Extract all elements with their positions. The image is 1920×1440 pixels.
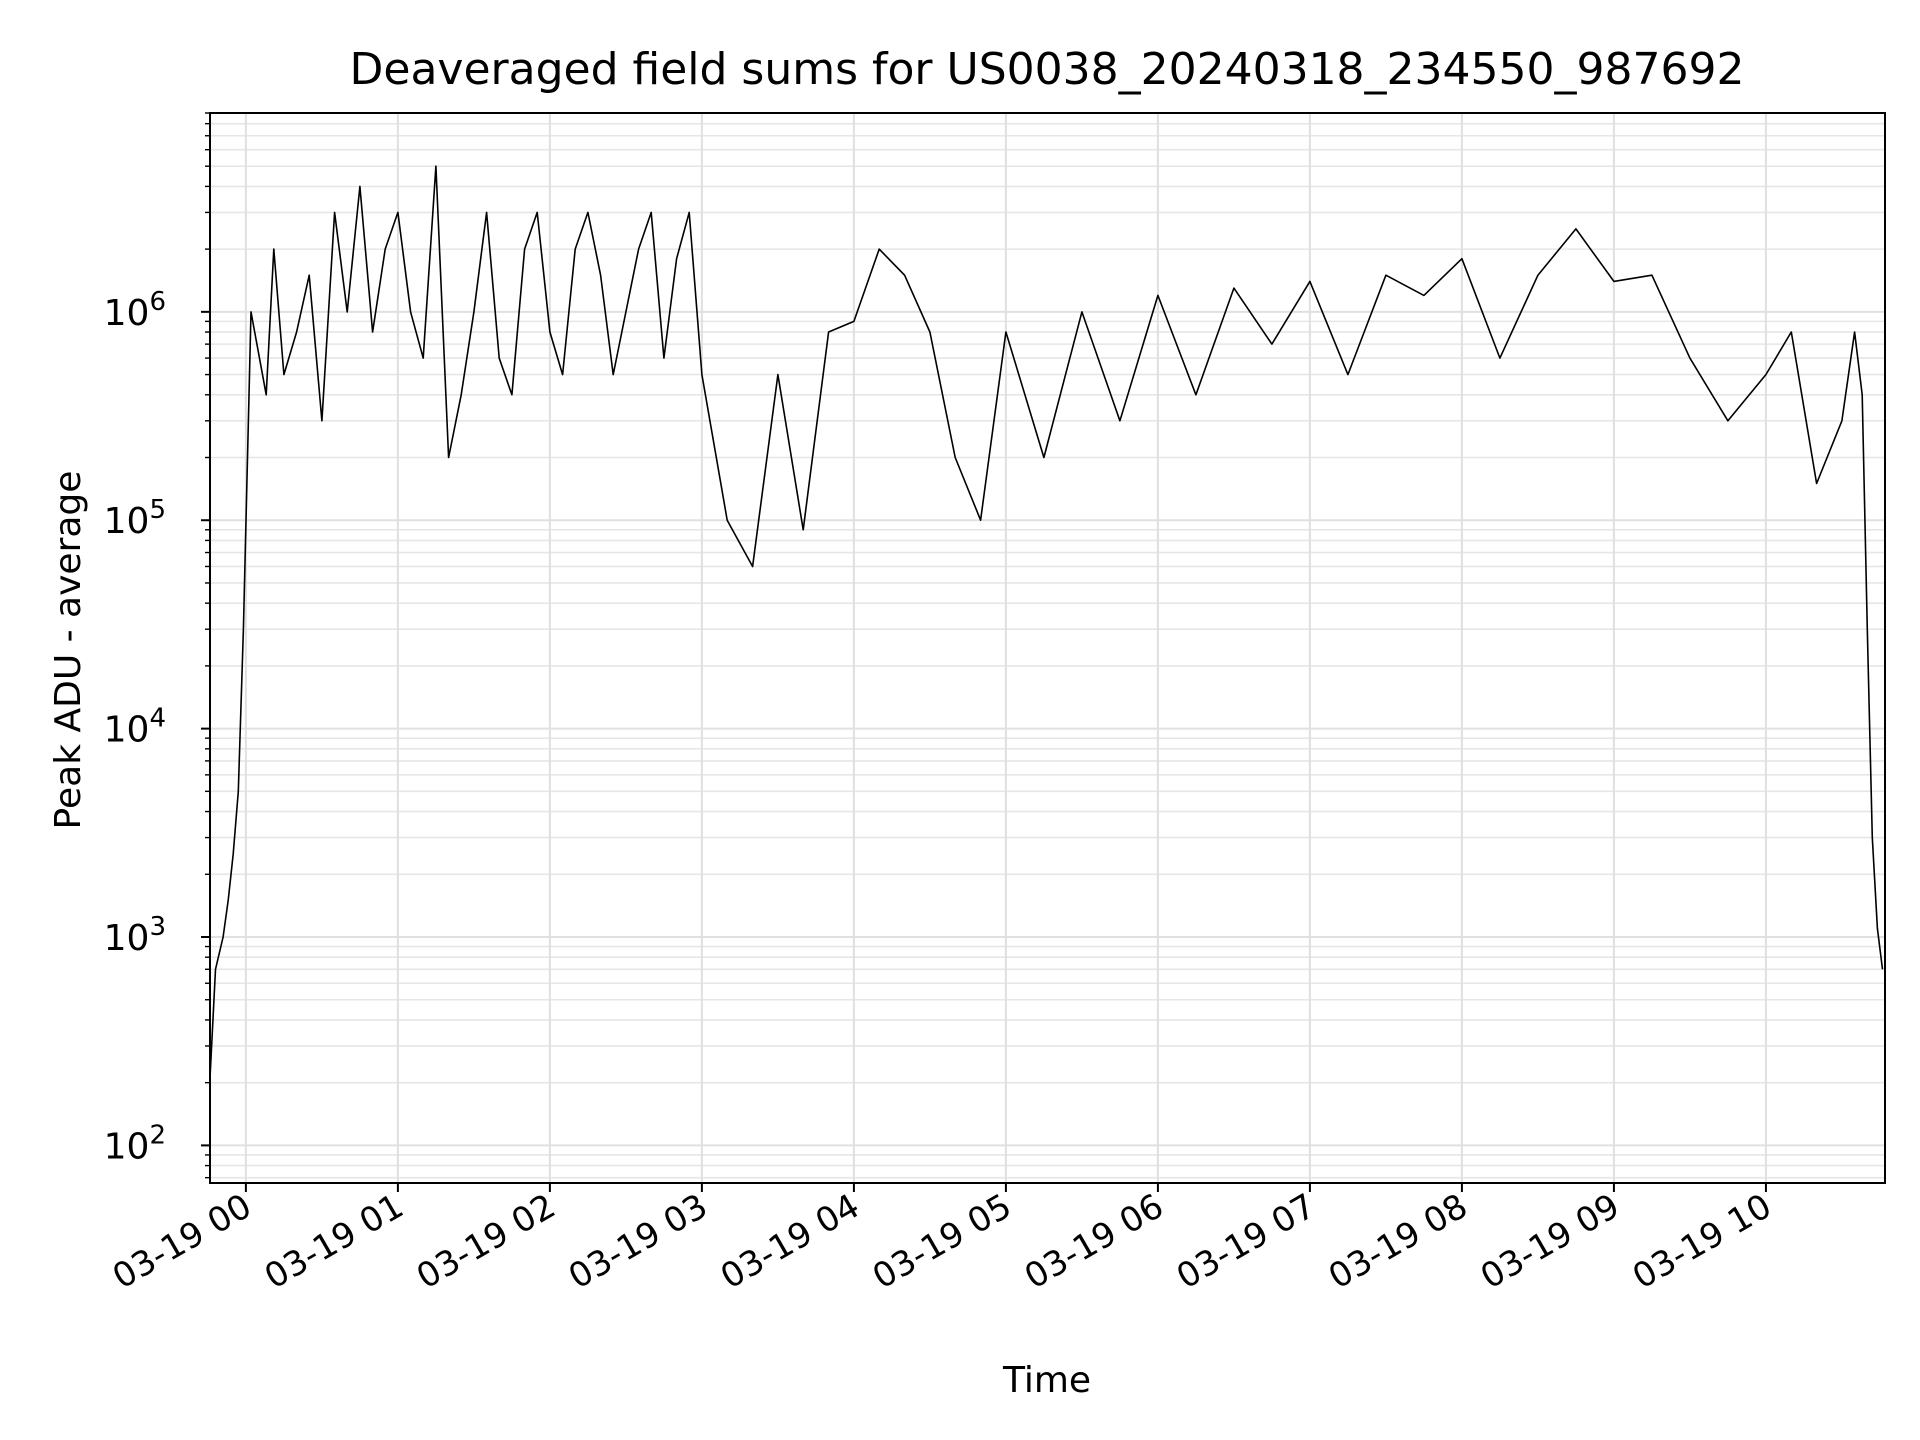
y-tick-label: 103 bbox=[104, 912, 166, 959]
plot-area-background bbox=[210, 113, 1885, 1183]
minor-gridlines bbox=[210, 112, 1885, 1179]
y-tick-label: 105 bbox=[104, 495, 166, 542]
series-line bbox=[209, 165, 1884, 1079]
y-axis-label: Peak ADU - average bbox=[48, 471, 89, 830]
y-tick-label: 102 bbox=[104, 1120, 166, 1167]
y-tick-label: 104 bbox=[104, 704, 166, 751]
plot-frame bbox=[209, 112, 1886, 1184]
chart-title: Deaveraged field sums for US0038_2024031… bbox=[350, 44, 1745, 95]
y-tick-label: 106 bbox=[104, 287, 166, 334]
x-axis-label: Time bbox=[1002, 1360, 1091, 1401]
y-axis-ticks: 102 103 104 105 106 bbox=[104, 112, 210, 1179]
major-gridlines bbox=[210, 113, 1885, 1183]
series-layer bbox=[209, 165, 1884, 1079]
